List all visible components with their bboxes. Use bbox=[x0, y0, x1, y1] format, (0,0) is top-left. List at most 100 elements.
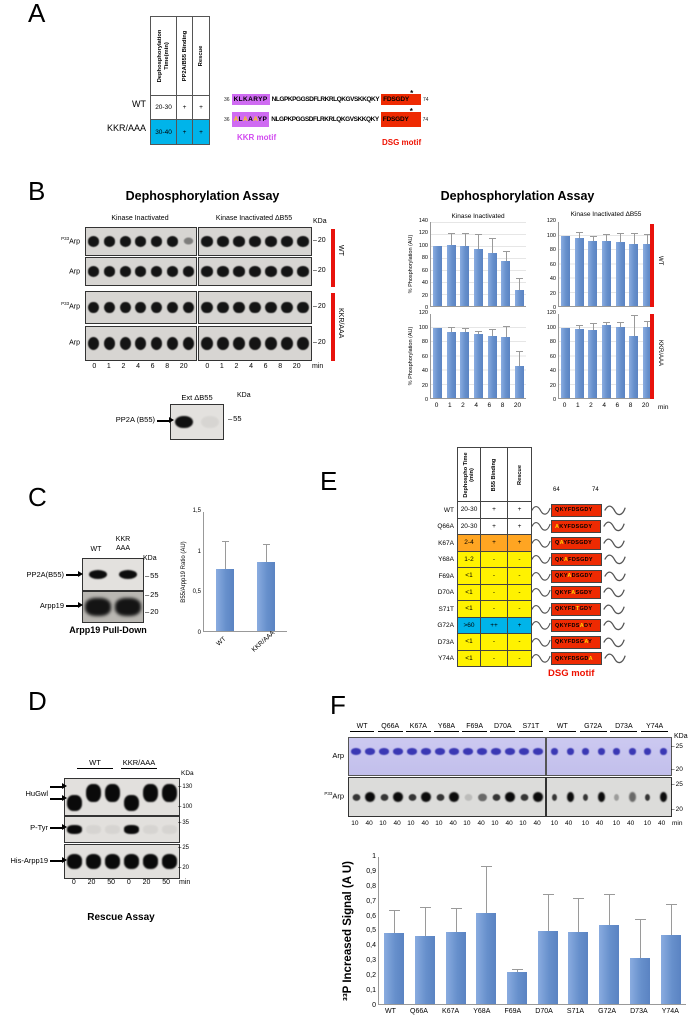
blot-band bbox=[104, 337, 116, 350]
x-tick-label: 4 bbox=[602, 402, 606, 409]
bar bbox=[615, 241, 625, 306]
time-pair: 10 40 bbox=[546, 820, 577, 827]
blot-band bbox=[265, 266, 277, 277]
bar-group bbox=[384, 857, 405, 1004]
underline bbox=[377, 731, 403, 732]
blot-band bbox=[124, 794, 139, 812]
sequence-letter: L bbox=[238, 96, 244, 103]
bar bbox=[415, 936, 436, 1004]
blot-band bbox=[628, 748, 636, 755]
blot-band bbox=[281, 301, 293, 314]
time-label: 20 bbox=[142, 879, 151, 886]
protein-chain-squiggle bbox=[603, 538, 625, 548]
bar-group bbox=[446, 314, 456, 398]
blot-band bbox=[420, 791, 432, 803]
blot-band bbox=[151, 266, 163, 277]
p33-autoradiograph-left bbox=[348, 777, 546, 817]
row-label-p33arp: P33Arp bbox=[61, 301, 80, 311]
e-seq-row: QKYADSGDY bbox=[531, 568, 628, 585]
lane-group-label: WT bbox=[348, 723, 376, 732]
group-label-wt: WT bbox=[74, 758, 116, 769]
sequence-letter: G bbox=[579, 523, 585, 530]
arrow-icon bbox=[50, 783, 67, 789]
bar-group bbox=[601, 314, 611, 398]
sequence-letter: A bbox=[253, 116, 258, 123]
sequence-letter: Y bbox=[563, 589, 568, 596]
blot-band bbox=[166, 301, 178, 314]
sequence-letter: K bbox=[559, 655, 564, 662]
f-groups-right: WT G72A D73A Y74A bbox=[547, 723, 670, 732]
sequence-letter: D bbox=[571, 639, 576, 646]
kda-label: KDa bbox=[313, 218, 327, 225]
dsg-sequence-box: QKYFASGDY bbox=[551, 586, 602, 600]
sequence-letter: Y bbox=[563, 540, 568, 547]
blot-band bbox=[114, 597, 142, 617]
blot-strip-wt-arp-db55 bbox=[198, 257, 312, 286]
sequence-letter: D bbox=[584, 573, 589, 580]
blot-band bbox=[434, 748, 446, 755]
sequence-letter: K bbox=[559, 556, 564, 563]
sequence-letter: S bbox=[575, 589, 580, 596]
y-tick-label: 80 bbox=[421, 339, 428, 345]
x-tick-label: G72A bbox=[598, 1008, 617, 1015]
sequence-letter: F bbox=[567, 655, 572, 662]
e-row-label: S71T bbox=[438, 605, 454, 613]
e-row-label: Q66A bbox=[437, 523, 454, 531]
blot-band bbox=[119, 236, 131, 247]
blot-band bbox=[297, 337, 309, 350]
time-label: 40 bbox=[365, 820, 373, 827]
sequence-letter: Q bbox=[555, 606, 560, 613]
sequence-start-number: 36 bbox=[224, 96, 230, 103]
e-seq-row: QKYFDSGDA bbox=[531, 651, 628, 668]
blot-band bbox=[119, 337, 131, 350]
error-bar bbox=[634, 918, 646, 959]
bar-group bbox=[561, 222, 571, 306]
blot-band bbox=[85, 854, 102, 869]
sequence-letter: D bbox=[571, 622, 576, 629]
y-tick-label: 0 bbox=[552, 397, 556, 403]
bar bbox=[561, 328, 571, 398]
error-bar bbox=[516, 351, 524, 366]
kda-label: KDa bbox=[237, 392, 251, 399]
bar bbox=[629, 958, 650, 1004]
blot-band bbox=[201, 301, 213, 314]
protein-chain-squiggle bbox=[531, 555, 551, 564]
error-bar bbox=[221, 541, 229, 570]
bar bbox=[460, 246, 470, 306]
kkr-motif-box: KLKARYP bbox=[231, 94, 270, 105]
wt-side-label: WT bbox=[337, 245, 344, 256]
e-seq-row: QKYFDTGDY bbox=[531, 601, 628, 618]
f-times-right: 10 40 10 40 10 40 10 40 bbox=[546, 820, 670, 827]
sequence-letter: G bbox=[579, 573, 585, 580]
pp2a-b55-blot bbox=[170, 404, 224, 440]
y-tick-label: 0 bbox=[372, 1001, 376, 1009]
time-pair: 10 40 bbox=[404, 820, 432, 827]
marker-20: 20 bbox=[178, 865, 189, 871]
f-times-left: 10 40 10 40 10 40 10 40 10 40 10 40 10 40 bbox=[348, 820, 544, 827]
pp2a-b55-pulldown-blot bbox=[82, 558, 144, 591]
bar-group bbox=[574, 222, 584, 306]
time-label: 2 bbox=[121, 363, 126, 370]
x-tick-label: F69A bbox=[504, 1008, 522, 1015]
sequence-letter: F bbox=[567, 523, 572, 530]
table-header-cell: PP2A/B55 Binding bbox=[177, 17, 193, 96]
min-label: min bbox=[658, 404, 669, 411]
sequence-letter: A bbox=[248, 116, 254, 123]
e-cell: - bbox=[508, 650, 532, 667]
blot-band bbox=[175, 415, 193, 429]
e-seq-row: QKAFDSGDY bbox=[531, 552, 628, 569]
group-label-kkr-aaa: KKR/AAA bbox=[118, 758, 160, 769]
sequence-letter: P bbox=[262, 96, 268, 103]
wt-rescue-cell: + bbox=[193, 96, 209, 120]
sequence-letter: Y bbox=[563, 523, 568, 530]
time-label: 50 bbox=[162, 879, 171, 886]
blot-band bbox=[233, 236, 245, 247]
underline bbox=[405, 731, 431, 732]
e-header-cell: Rescue bbox=[508, 447, 532, 502]
sequence-end-number: 74 bbox=[423, 96, 429, 103]
y-tick-label: 20 bbox=[421, 382, 428, 389]
y-tick-label: 20 bbox=[549, 290, 556, 297]
sequence-end-number: 74 bbox=[422, 116, 429, 123]
sequence-letter: K bbox=[243, 96, 249, 103]
time-label: 4 bbox=[136, 363, 140, 370]
